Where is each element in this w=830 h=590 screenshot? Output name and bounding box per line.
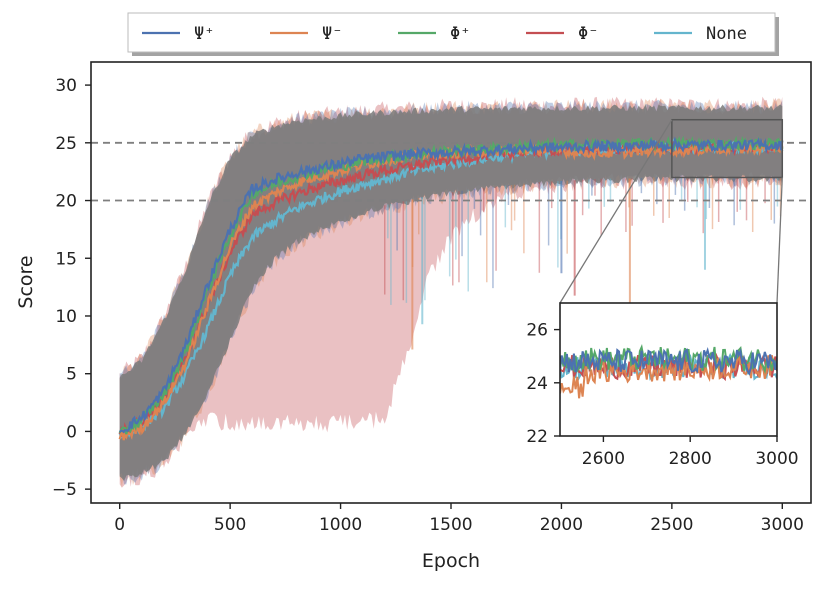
legend: Ψ⁺ Ψ⁻ Φ⁺ Φ⁻ None: [127, 12, 779, 56]
inset-y-axis-ticks: 22 24 26: [526, 321, 560, 447]
legend-label-0: Ψ⁺: [194, 24, 214, 44]
zoom-indicator: [559, 118, 784, 304]
inset-series-lines: [560, 344, 777, 399]
x-tick-label: 1500: [429, 515, 472, 535]
y-tick-label: −5: [52, 480, 77, 500]
inset-x-tick-label: 3000: [755, 449, 798, 469]
x-tick-label: 2000: [540, 515, 583, 535]
zoom-rectangle: [671, 118, 784, 179]
y-tick-label: 25: [55, 134, 77, 154]
x-tick-label: 3000: [761, 515, 804, 535]
inset-y-tick-label: 22: [526, 427, 548, 447]
x-tick-label: 500: [214, 515, 246, 535]
x-axis-ticks: 0 500 1000 1500 2000 2500 3000: [114, 503, 804, 535]
y-tick-label: 0: [66, 422, 77, 442]
zoom-connector-left: [559, 119, 673, 304]
y-axis-ticks: −5 0 5 10 15 20 25 30: [52, 76, 91, 500]
band-overlap: [119, 104, 783, 482]
y-tick-label: 15: [55, 249, 77, 269]
noise-spikes: [383, 177, 782, 350]
legend-label-2: Φ⁺: [450, 24, 470, 44]
x-tick-label: 2500: [650, 515, 693, 535]
x-axis-title: Epoch: [422, 550, 480, 572]
legend-label-4: None: [706, 24, 747, 44]
x-tick-label: 0: [114, 515, 125, 535]
legend-label-3: Φ⁻: [578, 24, 598, 44]
y-tick-label: 10: [55, 307, 77, 327]
inset-frame: [559, 302, 778, 437]
x-tick-label: 1000: [319, 515, 362, 535]
zoom-connector-right: [776, 177, 783, 304]
y-axis-title: Score: [15, 255, 37, 308]
inset-y-tick-label: 24: [526, 374, 548, 394]
inset-series-line-0: [560, 346, 777, 376]
y-tick-label: 20: [55, 192, 77, 212]
legend-label-1: Ψ⁻: [322, 24, 342, 44]
inset-y-tick-label: 26: [526, 321, 548, 341]
y-tick-label: 30: [55, 76, 77, 96]
y-tick-label: 5: [66, 365, 77, 385]
inset-x-tick-label: 2800: [669, 449, 712, 469]
inset-x-tick-label: 2600: [582, 449, 625, 469]
inset-x-axis-ticks: 2600 2800 3000: [582, 436, 799, 469]
